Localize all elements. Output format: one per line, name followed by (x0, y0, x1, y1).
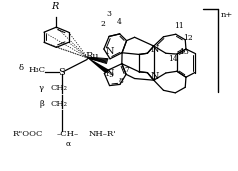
Text: 12: 12 (183, 34, 193, 42)
Text: n+: n+ (221, 11, 233, 19)
Text: NH–R': NH–R' (89, 130, 116, 138)
Text: N: N (106, 47, 114, 56)
Text: CH₂: CH₂ (50, 100, 67, 108)
Text: δ: δ (18, 64, 23, 72)
Text: N: N (150, 45, 159, 54)
Text: α: α (65, 140, 71, 148)
Text: Ru: Ru (85, 52, 99, 61)
Text: 14: 14 (169, 55, 178, 63)
Text: 8: 8 (119, 77, 124, 85)
Text: R"OOC: R"OOC (13, 130, 43, 138)
Polygon shape (88, 58, 110, 73)
Text: 9: 9 (108, 71, 113, 79)
Text: 2: 2 (101, 20, 106, 28)
Text: 4: 4 (117, 18, 122, 26)
Text: 11: 11 (174, 22, 184, 30)
Text: 3: 3 (107, 10, 112, 18)
Text: 7: 7 (124, 66, 129, 74)
Text: β: β (39, 100, 44, 108)
Text: S: S (58, 68, 65, 77)
Text: N: N (106, 69, 114, 78)
Text: R: R (51, 2, 59, 11)
Text: 13: 13 (179, 48, 189, 56)
Text: CH₂: CH₂ (50, 84, 67, 92)
Text: N: N (150, 72, 159, 81)
Text: –CH–: –CH– (57, 130, 79, 138)
Text: γ: γ (39, 84, 44, 92)
Text: H₃C: H₃C (29, 66, 46, 74)
